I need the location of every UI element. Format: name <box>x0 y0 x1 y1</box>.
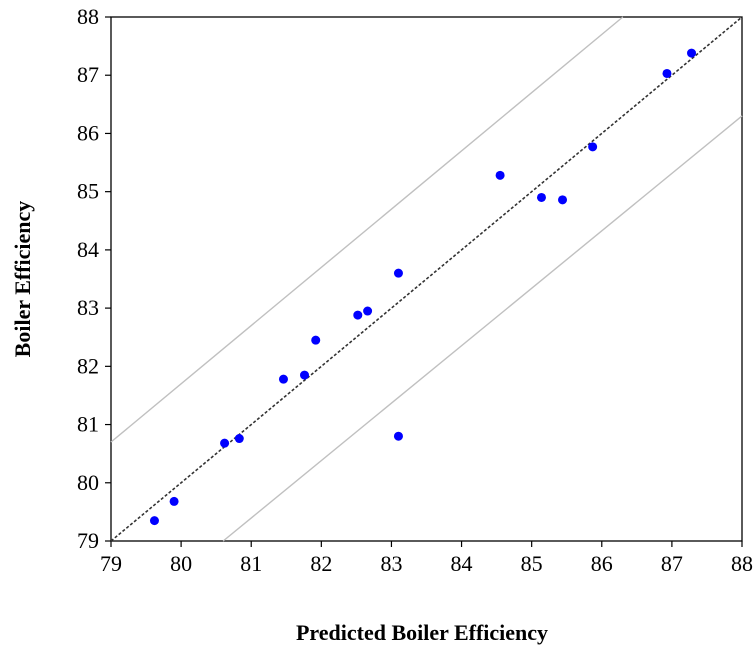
data-point <box>278 374 288 384</box>
data-point <box>662 68 672 78</box>
y-tick-label: 85 <box>77 179 99 204</box>
data-point <box>353 310 363 320</box>
data-point <box>311 335 321 345</box>
x-tick-label: 82 <box>310 551 332 576</box>
data-point <box>495 170 505 180</box>
data-point <box>234 434 244 444</box>
y-tick-label: 87 <box>77 62 99 87</box>
data-points <box>149 48 697 526</box>
x-tick-label: 79 <box>100 551 122 576</box>
reference-lines <box>110 16 743 542</box>
data-point <box>220 438 230 448</box>
data-point <box>300 370 310 380</box>
data-point <box>588 142 598 152</box>
data-point <box>169 496 179 506</box>
x-axis-ticks: 79 80 81 82 83 84 85 86 87 88 <box>100 541 753 576</box>
data-point <box>149 516 159 526</box>
y-tick-label: 84 <box>77 237 99 262</box>
x-tick-label: 87 <box>661 551 683 576</box>
data-point <box>687 48 697 58</box>
x-tick-label: 86 <box>591 551 613 576</box>
data-point <box>393 431 403 441</box>
y-tick-label: 88 <box>77 4 99 29</box>
y-tick-label: 83 <box>77 295 99 320</box>
y-axis-title: Boiler Efficiency <box>10 201 35 358</box>
identity-line <box>110 16 743 542</box>
bound-line-1 <box>110 16 624 443</box>
x-tick-label: 80 <box>170 551 192 576</box>
y-tick-label: 80 <box>77 470 99 495</box>
x-axis-title: Predicted Boiler Efficiency <box>296 620 548 645</box>
data-point <box>363 306 373 316</box>
data-point <box>536 192 546 202</box>
y-tick-label: 82 <box>77 353 99 378</box>
y-tick-label: 81 <box>77 412 99 437</box>
x-tick-label: 83 <box>380 551 402 576</box>
y-axis-ticks: 79 80 81 82 83 84 85 86 87 88 <box>77 4 111 553</box>
x-tick-label: 84 <box>451 551 473 576</box>
y-tick-label: 79 <box>77 528 99 553</box>
bound-line-2 <box>222 115 743 542</box>
y-tick-label: 86 <box>77 120 99 145</box>
data-point <box>393 268 403 278</box>
x-tick-label: 88 <box>731 551 753 576</box>
data-point <box>558 195 568 205</box>
x-tick-label: 85 <box>521 551 543 576</box>
x-tick-label: 81 <box>240 551 262 576</box>
